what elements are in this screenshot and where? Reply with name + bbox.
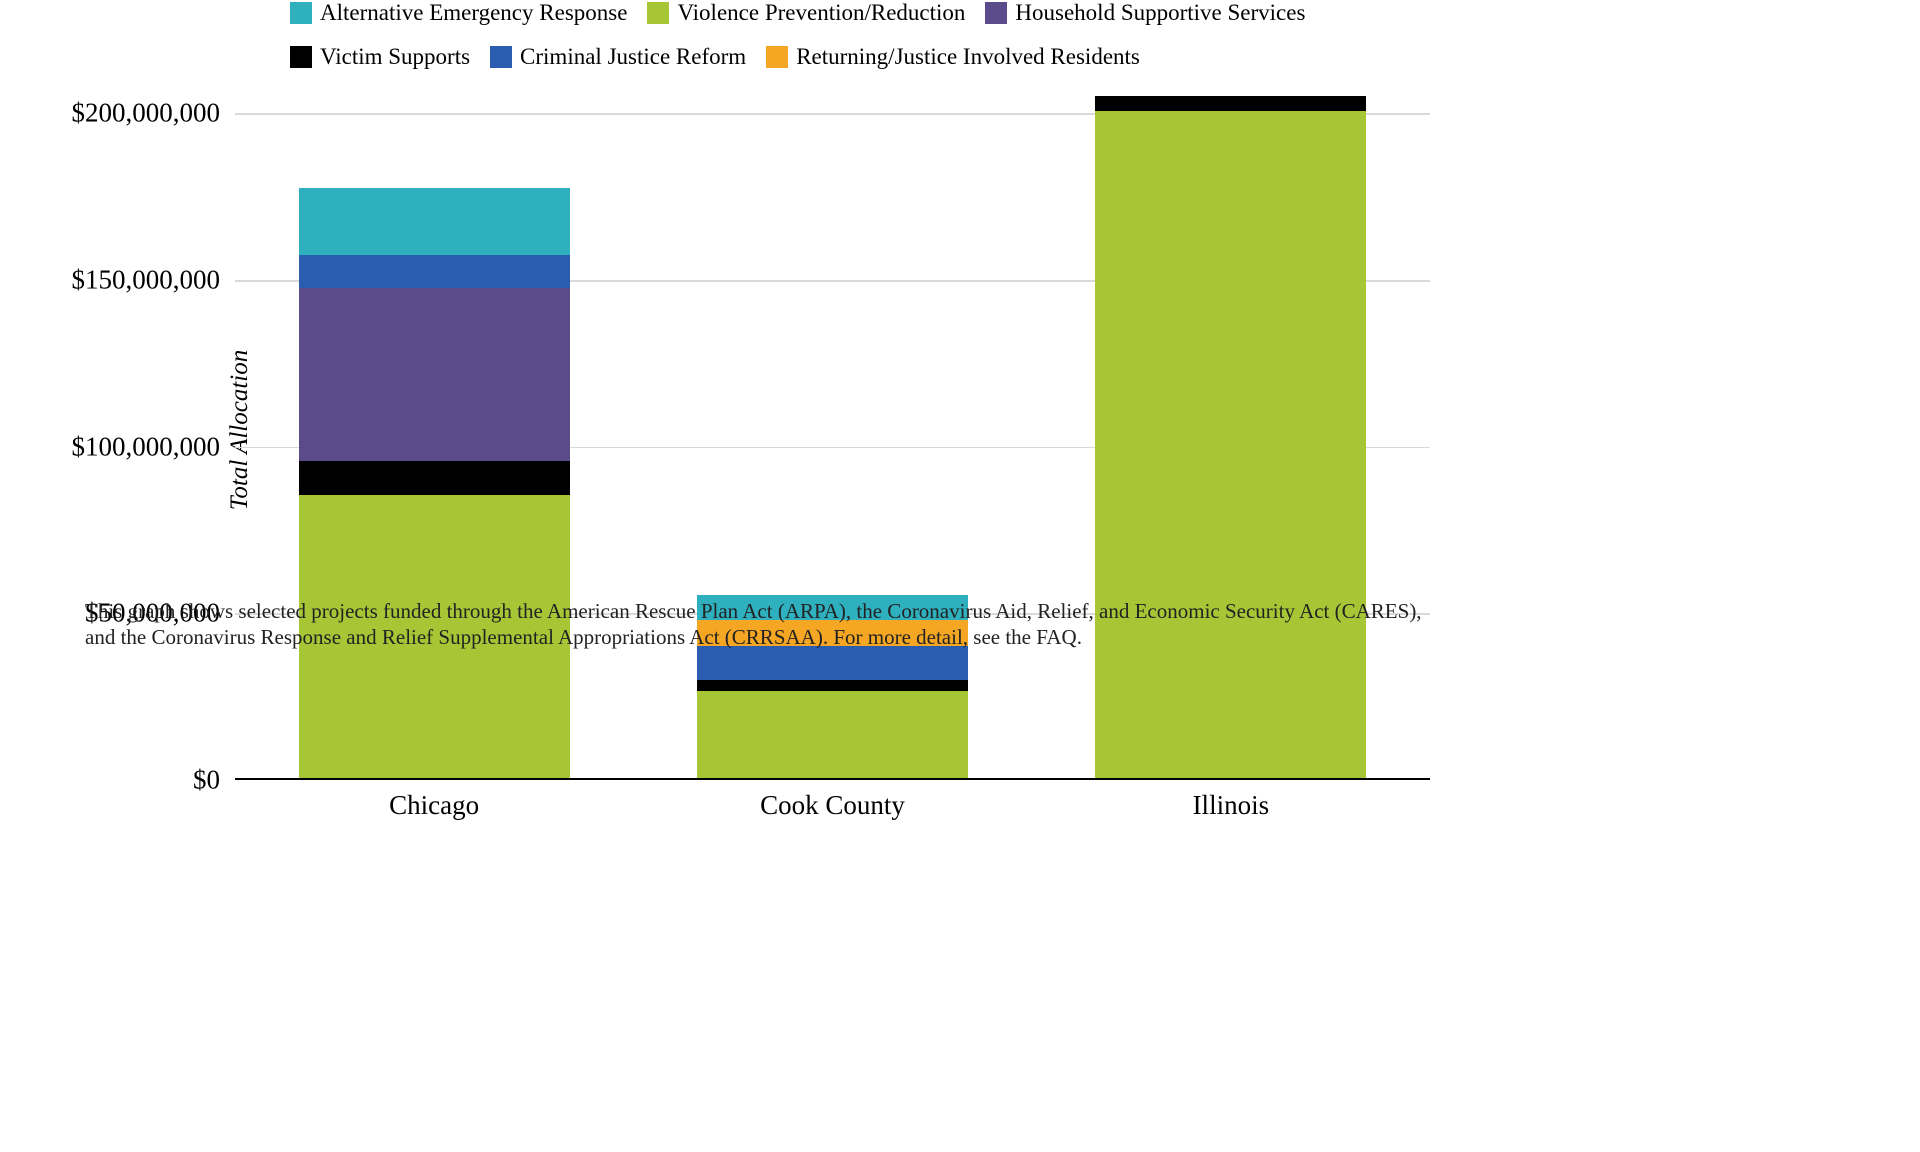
legend-item: Returning/Justice Involved Residents — [766, 44, 1140, 70]
legend-swatch — [290, 46, 312, 68]
allocation-stacked-bar-chart: Alternative Emergency Response Violence P… — [40, 0, 1475, 880]
legend-swatch — [490, 46, 512, 68]
bar-segment — [299, 188, 570, 255]
x-axis-line — [235, 778, 1430, 780]
bar-segment — [697, 691, 968, 778]
x-tick-label: Illinois — [1193, 790, 1270, 821]
legend-item: Criminal Justice Reform — [490, 44, 746, 70]
legend-label: Returning/Justice Involved Residents — [796, 44, 1140, 70]
legend-swatch — [290, 2, 312, 24]
x-tick-label: Cook County — [760, 790, 905, 821]
legend-swatch — [985, 2, 1007, 24]
legend-label: Criminal Justice Reform — [520, 44, 746, 70]
y-tick-label: $200,000,000 — [72, 98, 221, 129]
bar-segment — [299, 255, 570, 288]
x-tick-label: Chicago — [389, 790, 479, 821]
legend-swatch — [766, 46, 788, 68]
bar-group — [299, 188, 570, 778]
legend-item: Victim Supports — [290, 44, 470, 70]
legend-label: Household Supportive Services — [1015, 0, 1305, 26]
legend-label: Victim Supports — [320, 44, 470, 70]
legend: Alternative Emergency Response Violence P… — [40, 0, 1440, 70]
bar-segment — [697, 680, 968, 692]
caption-line-2: and the Coronavirus Response and Relief … — [85, 625, 1082, 649]
y-tick-label: $100,000,000 — [72, 431, 221, 462]
legend-label: Alternative Emergency Response — [320, 0, 627, 26]
y-tick-label: $150,000,000 — [72, 265, 221, 296]
plot-area: Total Allocation $0$50,000,000$100,000,0… — [235, 80, 1430, 780]
y-axis-label: Total Allocation — [226, 350, 254, 510]
legend-item: Alternative Emergency Response — [290, 0, 627, 26]
legend-label: Violence Prevention/Reduction — [677, 0, 965, 26]
bar-segment — [299, 461, 570, 494]
bar-segment — [697, 646, 968, 679]
chart-caption: This graph shows selected projects funde… — [85, 598, 1422, 651]
legend-item: Violence Prevention/Reduction — [647, 0, 965, 26]
bar-segment — [1095, 111, 1366, 778]
bar-segment — [1095, 96, 1366, 111]
legend-swatch — [647, 2, 669, 24]
legend-item: Household Supportive Services — [985, 0, 1305, 26]
y-tick-label: $0 — [193, 765, 220, 796]
caption-line-1: This graph shows selected projects funde… — [85, 599, 1422, 623]
bar-group — [1095, 96, 1366, 778]
bar-segment — [299, 288, 570, 461]
